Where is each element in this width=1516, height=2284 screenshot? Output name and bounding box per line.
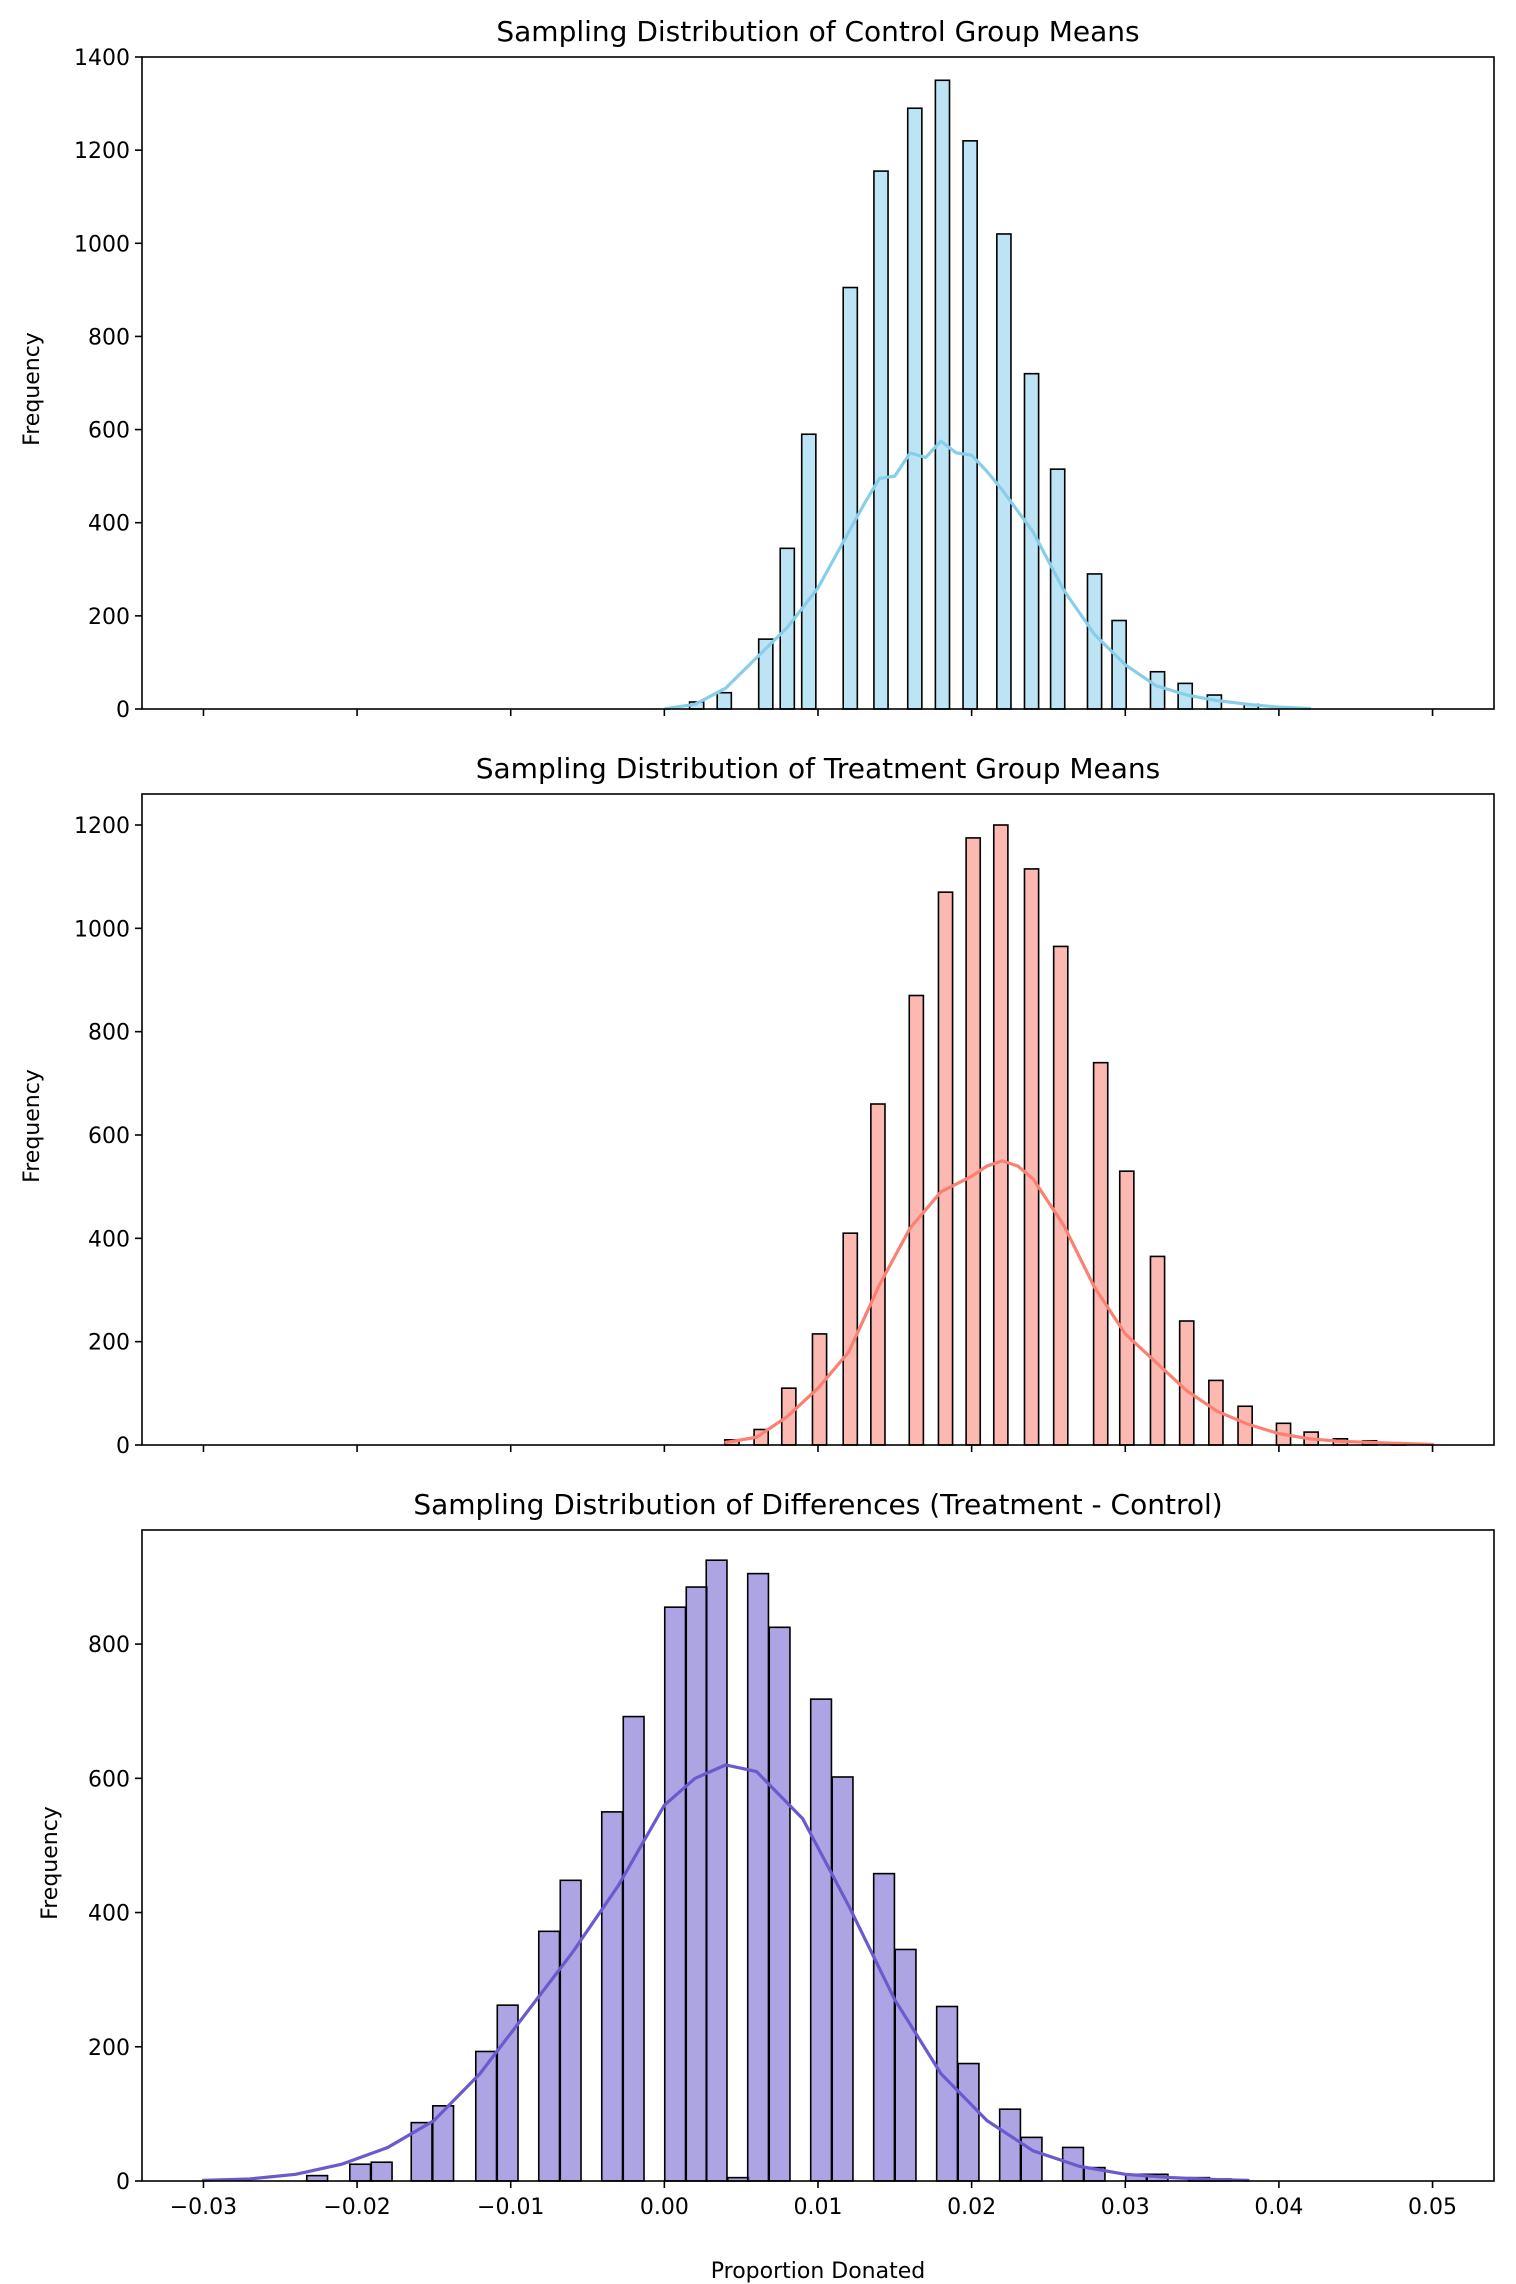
control-y-tick-label: 1400 — [74, 46, 130, 71]
control-histogram-bar — [996, 233, 1012, 710]
control-kde-line — [664, 439, 1312, 711]
treatment-y-tick-label: 800 — [88, 1021, 130, 1046]
difference-histogram-bar — [496, 2004, 519, 2182]
treatment-y-tick-label: 600 — [88, 1124, 130, 1149]
difference-x-tick-label: 0.04 — [1254, 2195, 1303, 2220]
difference-x-tick-label: 0.02 — [947, 2195, 996, 2220]
difference-histogram-bar — [809, 1698, 833, 2182]
control-y-tick-label: 200 — [88, 605, 130, 630]
difference-histogram-bar — [685, 1586, 708, 2182]
control-y-tick-label: 800 — [88, 325, 130, 350]
control-histogram-bar — [873, 170, 889, 710]
difference-histogram-bar — [474, 2050, 498, 2182]
difference-y-tick-label: 600 — [88, 1767, 130, 1792]
difference-histogram-bar — [600, 1811, 624, 2182]
treatment-histogram-bar — [992, 824, 1009, 1446]
difference-histogram-bar — [957, 2062, 980, 2182]
difference-x-tick-label: −0.02 — [323, 2195, 390, 2220]
treatment-histogram-bar — [1118, 1170, 1135, 1446]
difference-histogram-bar — [537, 1930, 561, 2182]
control-histogram-bar — [800, 433, 817, 710]
control-plot: 0 200 400 600 800 1000 1200 1400 — [74, 46, 1495, 723]
difference-histogram-bar — [746, 1572, 770, 2182]
difference-histogram-bar — [872, 1872, 896, 2182]
treatment-title: Sampling Distribution of Treatment Group… — [476, 752, 1161, 785]
difference-histogram-bar — [894, 1948, 917, 2182]
difference-panel: Sampling Distribution of Differences (Tr… — [38, 1488, 1495, 2284]
treatment-ylabel: Frequency — [20, 1069, 45, 1183]
treatment-histogram-bar — [870, 1103, 886, 1446]
difference-y-tick-label: 0 — [116, 2170, 130, 2195]
difference-histogram-bar — [622, 1715, 645, 2182]
difference-x-tick-label: −0.03 — [170, 2195, 237, 2220]
treatment-y-tick-label: 1000 — [74, 917, 130, 942]
difference-histogram-bar — [705, 1559, 728, 2182]
difference-y-tick-label: 800 — [88, 1633, 130, 1658]
difference-plot: 0 200 400 600 800 −0.03 −0.02 −0.01 0.00 0.01 0.02… — [88, 1529, 1495, 2220]
control-y-tick-label: 1200 — [74, 139, 130, 164]
control-panel: Sampling Distribution of Control Group M… — [20, 15, 1495, 723]
treatment-y-tick-label: 400 — [88, 1227, 130, 1252]
difference-x-tick-label: −0.01 — [477, 2195, 544, 2220]
difference-title: Sampling Distribution of Differences (Tr… — [413, 1488, 1222, 1521]
control-ylabel: Frequency — [20, 332, 45, 446]
treatment-histogram-bar — [937, 891, 954, 1446]
treatment-histogram-bar — [1092, 1061, 1109, 1446]
control-histogram-bar — [962, 140, 978, 710]
difference-histogram-bar — [831, 1776, 854, 2182]
control-histogram-bar — [842, 286, 859, 710]
difference-x-tick-label: 0.01 — [794, 2195, 843, 2220]
treatment-histogram-bar — [1178, 1320, 1195, 1446]
treatment-histogram-bar — [1052, 945, 1069, 1446]
treatment-plot: 0 200 400 600 800 1000 1200 — [74, 793, 1495, 1459]
treatment-y-tick-label: 200 — [88, 1331, 130, 1356]
difference-histogram-bar — [768, 1626, 791, 2182]
difference-xlabel: Proportion Donated — [711, 2259, 925, 2284]
difference-ylabel: Frequency — [38, 1806, 63, 1920]
treatment-y-tick-label: 0 — [116, 1434, 130, 1459]
difference-y-tick-label: 200 — [88, 2036, 130, 2061]
control-y-tick-label: 0 — [116, 698, 130, 723]
difference-x-tick-label: 0.03 — [1101, 2195, 1150, 2220]
difference-histogram-bar — [559, 1879, 582, 2182]
treatment-panel: Sampling Distribution of Treatment Group… — [20, 752, 1495, 1459]
treatment-histogram-bar — [1149, 1255, 1166, 1446]
control-y-tick-label: 600 — [88, 419, 130, 444]
difference-histogram-bar — [998, 2108, 1022, 2182]
treatment-histogram-bar — [1023, 868, 1040, 1446]
difference-y-tick-label: 400 — [88, 1902, 130, 1927]
control-histogram-bar — [716, 691, 733, 710]
control-y-tick-label: 400 — [88, 512, 130, 537]
difference-histogram-bar — [370, 2161, 393, 2182]
difference-histogram-bar — [305, 2174, 329, 2182]
difference-x-tick-label: 0.00 — [640, 2195, 689, 2220]
control-histogram-bar — [1149, 670, 1166, 710]
treatment-histogram-bar — [965, 837, 982, 1446]
control-histogram-bar — [906, 107, 923, 710]
difference-histogram-bar — [348, 2163, 372, 2182]
difference-histogram-bar — [663, 1606, 687, 2182]
control-title: Sampling Distribution of Control Group M… — [496, 15, 1139, 48]
difference-kde-line — [201, 1763, 1250, 2182]
control-y-tick-label: 1000 — [74, 232, 130, 257]
difference-histogram-bar — [935, 2005, 959, 2182]
difference-x-tick-label: 0.05 — [1408, 2195, 1457, 2220]
control-histogram-bar — [934, 79, 951, 710]
treatment-y-tick-label: 1200 — [74, 814, 130, 839]
treatment-kde-line — [724, 1159, 1435, 1447]
